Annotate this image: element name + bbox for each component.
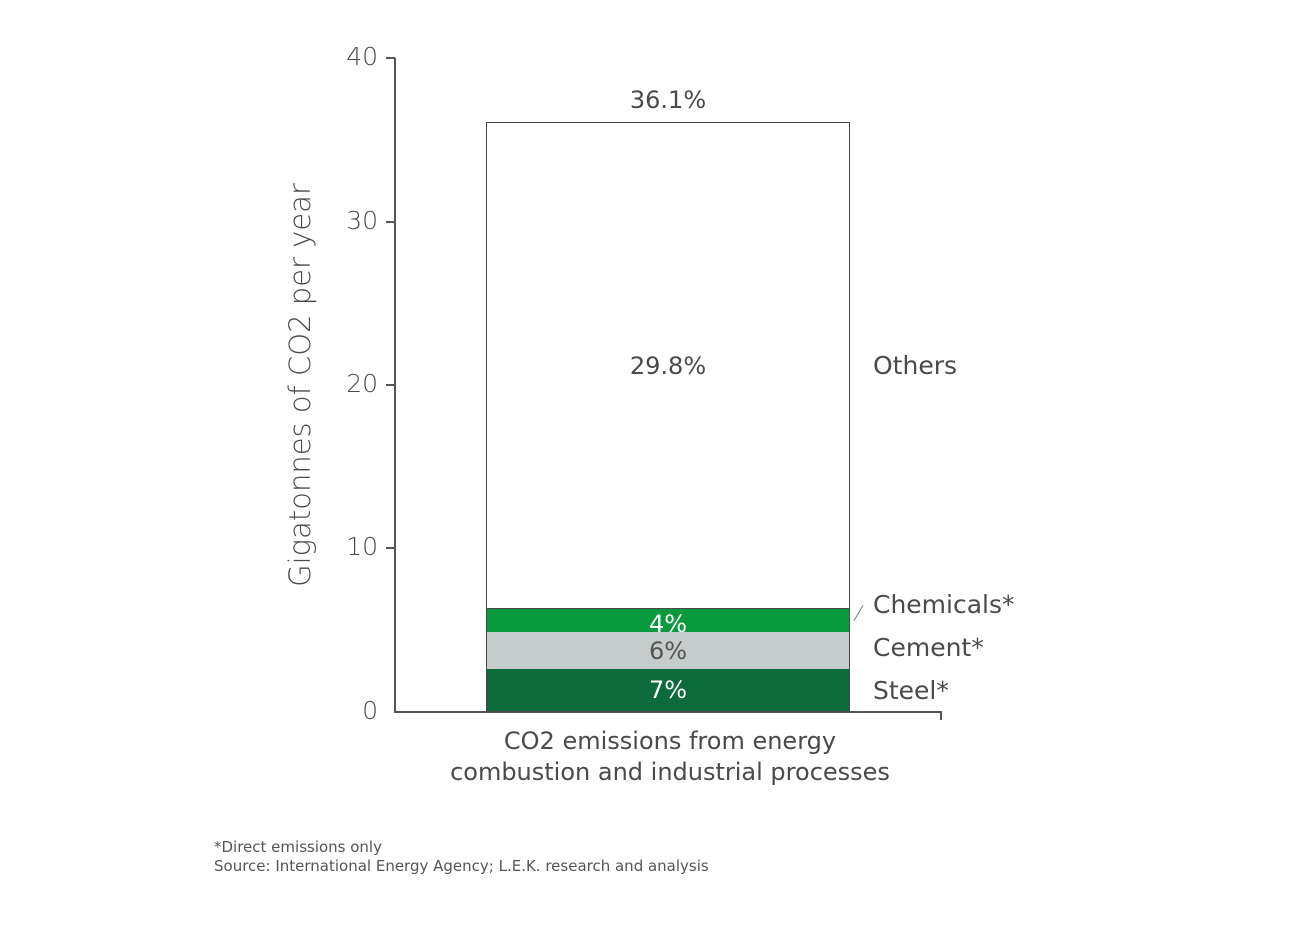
bar-total-label: 36.1% — [629, 86, 707, 114]
y-tick-40 — [386, 57, 395, 59]
segment-cement-label: 6% — [648, 636, 688, 665]
chemicals-leader-line — [853, 604, 864, 622]
x-category-label: CO2 emissions from energy combustion and… — [410, 726, 930, 788]
source-note: Source: International Energy Agency; L.E… — [214, 857, 709, 875]
y-tick-label-30: 30 — [346, 206, 378, 235]
footnote: *Direct emissions only — [214, 838, 382, 856]
y-axis-line — [394, 58, 396, 713]
y-tick-10 — [386, 547, 395, 549]
x-category-line-2: combustion and industrial processes — [450, 758, 890, 786]
segment-others-label: 29.8% — [629, 351, 707, 380]
segment-chemicals: 4% — [486, 608, 850, 638]
x-category-line-1: CO2 emissions from energy — [503, 727, 837, 755]
x-axis-line — [394, 711, 942, 713]
y-tick-label-10: 10 — [346, 532, 378, 561]
y-tick-20 — [386, 384, 395, 386]
legend-chemicals: Chemicals* — [873, 590, 1015, 619]
y-tick-label-0: 0 — [362, 696, 378, 725]
y-axis-label: Gigatonnes of CO2 per year — [283, 183, 317, 587]
legend-others: Others — [873, 351, 958, 380]
legend-steel: Steel* — [873, 676, 949, 705]
x-axis-end-tick — [940, 711, 942, 720]
segment-steel-label: 7% — [648, 676, 688, 704]
legend-cement: Cement* — [873, 633, 984, 662]
segment-others: 29.8% — [486, 122, 850, 609]
segment-cement: 6% — [486, 632, 850, 670]
segment-steel: 7% — [486, 669, 850, 712]
y-tick-30 — [386, 221, 395, 223]
y-tick-label-40: 40 — [346, 42, 378, 71]
y-tick-label-20: 20 — [346, 369, 378, 398]
